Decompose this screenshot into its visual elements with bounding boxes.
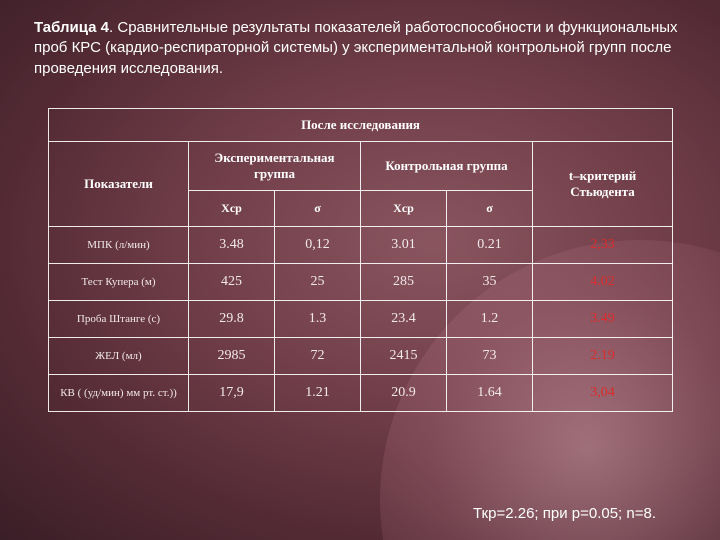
cell-exp-x: 29.8 [189,301,275,338]
table-row: КВ ( (уд/мин) мм рт. ст.))17,91.2120.91.… [49,375,673,412]
table-row: Проба Штанге (с)29.81.323.41.23.49 [49,301,673,338]
cell-ctrl-x: 23.4 [361,301,447,338]
cell-exp-sigma: 72 [275,338,361,375]
cell-ctrl-x: 3.01 [361,227,447,264]
cell-t-value: 2,33 [533,227,673,264]
footnote: Ткр=2.26; при р=0.05; n=8. [473,505,656,522]
cell-ctrl-x: 20.9 [361,375,447,412]
cell-ctrl-sigma: 1.2 [447,301,533,338]
caption-label: Таблица 4 [34,19,109,36]
cell-exp-x: 2985 [189,338,275,375]
table-caption: Таблица 4. Сравнительные результаты пока… [34,18,680,79]
cell-ctrl-sigma: 73 [447,338,533,375]
row-label: МПК (л/мин) [49,227,189,264]
header-indicator: Показатели [49,142,189,227]
cell-t-value: 4.02 [533,264,673,301]
cell-t-value: 3.49 [533,301,673,338]
cell-exp-x: 17,9 [189,375,275,412]
cell-exp-sigma: 1.21 [275,375,361,412]
cell-ctrl-x: 285 [361,264,447,301]
header-t-criterion: t–критерий Стьюдента [533,142,673,227]
header-exp-group: Экспериментальная группа [189,142,361,191]
cell-exp-x: 425 [189,264,275,301]
table-row: Тест Купера (м)42525285354.02 [49,264,673,301]
cell-ctrl-sigma: 35 [447,264,533,301]
cell-t-value: 2.19 [533,338,673,375]
row-label: Тест Купера (м) [49,264,189,301]
cell-ctrl-sigma: 0.21 [447,227,533,264]
cell-exp-sigma: 0,12 [275,227,361,264]
header-top: После исследования [49,109,673,142]
table-row: ЖЕЛ (мл)2985722415732.19 [49,338,673,375]
cell-exp-x: 3.48 [189,227,275,264]
row-label: Проба Штанге (с) [49,301,189,338]
table-row: МПК (л/мин)3.480,123.010.212,33 [49,227,673,264]
cell-ctrl-sigma: 1.64 [447,375,533,412]
header-exp-xmean: Хср [189,191,275,227]
cell-t-value: 3,04 [533,375,673,412]
row-label: КВ ( (уд/мин) мм рт. ст.)) [49,375,189,412]
cell-exp-sigma: 25 [275,264,361,301]
caption-text: . Сравнительные результаты показателей р… [34,19,678,77]
header-ctrl-group: Контрольная группа [361,142,533,191]
header-exp-sigma: σ [275,191,361,227]
header-ctrl-xmean: Хср [361,191,447,227]
cell-exp-sigma: 1.3 [275,301,361,338]
row-label: ЖЕЛ (мл) [49,338,189,375]
comparison-table: После исследования Показатели Эксперимен… [48,108,672,412]
header-ctrl-sigma: σ [447,191,533,227]
cell-ctrl-x: 2415 [361,338,447,375]
